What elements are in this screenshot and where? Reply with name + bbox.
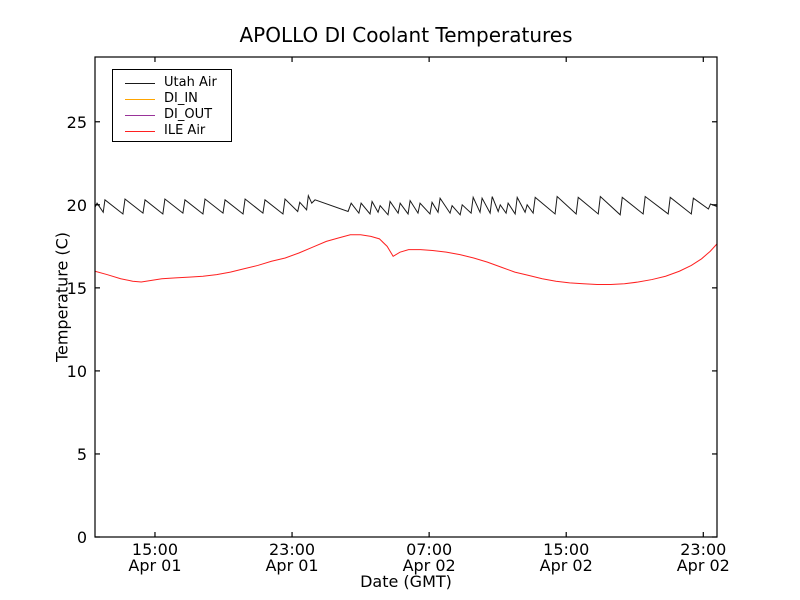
legend: Utah Air DI_IN DI_OUT ILE Air xyxy=(112,69,232,142)
legend-item-di-out: DI_OUT xyxy=(125,107,221,123)
y-tick-label: 0 xyxy=(77,528,87,547)
legend-line-icon xyxy=(125,130,155,132)
x-tick-label-date: Apr 01 xyxy=(128,556,181,575)
y-tick-label: 15 xyxy=(67,279,87,298)
legend-item-ile-air: ILE Air xyxy=(125,123,221,139)
x-tick-label: 15:00 xyxy=(132,540,178,559)
legend-label: DI_OUT xyxy=(164,107,213,122)
x-tick-label-date: Apr 02 xyxy=(540,556,593,575)
x-tick-label: 23:00 xyxy=(680,540,726,559)
chart-title: APOLLO DI Coolant Temperatures xyxy=(239,23,573,47)
y-tick-label: 25 xyxy=(67,113,87,132)
x-tick-label: 23:00 xyxy=(269,540,315,559)
legend-item-utah-air: Utah Air xyxy=(125,75,221,91)
legend-item-di-in: DI_IN xyxy=(125,91,221,107)
y-tick-label: 5 xyxy=(77,445,87,464)
legend-label: Utah Air xyxy=(164,75,217,90)
x-tick-label: 07:00 xyxy=(406,540,452,559)
axes-border xyxy=(94,56,718,538)
x-tick-label-date: Apr 01 xyxy=(265,556,318,575)
x-tick-label-date: Apr 02 xyxy=(403,556,456,575)
legend-label: ILE Air xyxy=(164,123,206,138)
y-tick-label: 10 xyxy=(67,362,87,381)
series-line-utah-air xyxy=(94,193,718,216)
legend-line-icon xyxy=(125,114,155,116)
x-tick-label: 15:00 xyxy=(543,540,589,559)
legend-line-icon xyxy=(125,98,155,100)
x-axis-label: Date (GMT) xyxy=(360,572,452,591)
series-line-ile-air xyxy=(94,234,718,286)
legend-label: DI_IN xyxy=(164,91,198,106)
legend-line-icon xyxy=(125,82,155,84)
y-tick-label: 20 xyxy=(67,196,87,215)
x-tick-label-date: Apr 02 xyxy=(677,556,730,575)
